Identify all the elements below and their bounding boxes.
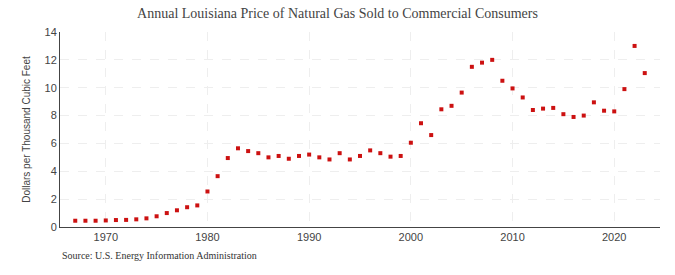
svg-text:Source: U.S. Energy Informatio: Source: U.S. Energy Information Administ… [62,250,257,261]
svg-text:2: 2 [51,193,57,205]
svg-text:2010: 2010 [500,231,524,243]
svg-text:Dollars per Thousand Cubic Fee: Dollars per Thousand Cubic Feet [21,56,32,203]
svg-text:Annual Louisiana Price of Natu: Annual Louisiana Price of Natural Gas So… [137,6,538,21]
svg-text:4: 4 [51,165,57,177]
svg-text:1980: 1980 [195,231,219,243]
svg-text:10: 10 [45,82,57,94]
svg-text:8: 8 [51,109,57,121]
svg-text:2020: 2020 [602,231,626,243]
svg-text:1990: 1990 [297,231,321,243]
svg-text:12: 12 [45,54,57,66]
svg-text:0: 0 [51,221,57,233]
svg-text:1970: 1970 [94,231,118,243]
svg-text:2000: 2000 [399,231,423,243]
svg-text:14: 14 [45,26,57,38]
svg-text:6: 6 [51,137,57,149]
